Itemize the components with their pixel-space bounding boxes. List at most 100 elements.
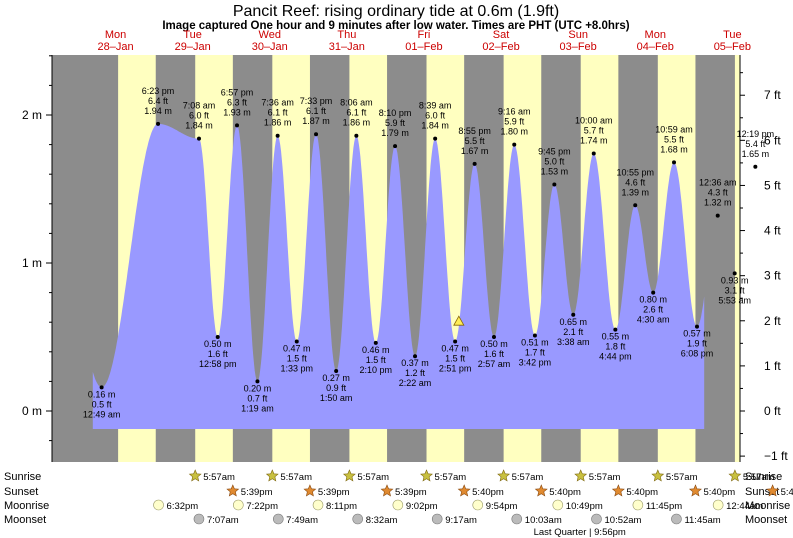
day-date-label: 30–Jan <box>252 41 288 53</box>
moonset-time: 7:07am <box>207 515 239 526</box>
tide-extreme-dot <box>532 333 537 338</box>
low-tide-label: 1:50 am <box>320 393 353 403</box>
right-tick-label: 1 ft <box>764 359 781 373</box>
moonrise-time: 9:02pm <box>406 501 438 512</box>
moonrise-icon <box>472 499 484 511</box>
low-tide-label: 5:53 am <box>718 295 751 305</box>
tide-extreme-dot <box>453 339 458 344</box>
sunrise-time: 5:57am <box>589 472 621 483</box>
high-tide-label: 1.68 m <box>660 144 688 154</box>
moonrise-time: 9:54pm <box>486 501 518 512</box>
low-tide-label: 0.47 m <box>441 343 469 353</box>
high-tide-label: 6.1 ft <box>346 108 367 118</box>
day-name-label: Mon <box>105 29 126 41</box>
low-tide-label: 2:51 pm <box>439 363 472 373</box>
tide-extreme-dot <box>314 132 319 137</box>
day-name-label: Mon <box>645 29 666 41</box>
low-tide-label: 0.47 m <box>283 343 311 353</box>
low-tide-label: 1:33 pm <box>280 363 313 373</box>
day-date-label: 04–Feb <box>637 41 674 53</box>
low-tide-label: 2:22 am <box>399 378 432 388</box>
day-date-label: 03–Feb <box>559 41 596 53</box>
moonrise-icon <box>312 499 324 511</box>
tide-extreme-dot <box>255 379 260 384</box>
sunrise-icon <box>342 469 356 482</box>
right-tick-label: 4 ft <box>764 224 781 238</box>
high-tide-label: 1.32 m <box>704 198 732 208</box>
sunrise-time: 5:57am <box>280 472 312 483</box>
moon-phase-label: Last Quarter | 9:56pm <box>534 527 626 538</box>
high-tide-label: 7:36 am <box>261 98 294 108</box>
low-tide-label: 0.65 m <box>559 317 587 327</box>
right-tick-label: 3 ft <box>764 269 781 283</box>
sunrise-icon <box>188 469 202 482</box>
tide-extreme-dot <box>196 136 201 141</box>
sunset-icon <box>380 484 394 497</box>
tide-extreme-dot <box>512 142 517 147</box>
high-tide-label: 6.0 ft <box>425 111 446 121</box>
high-tide-label: 1.87 m <box>302 116 330 126</box>
moonrise-icon <box>153 499 164 511</box>
tide-extreme-dot <box>694 324 699 329</box>
day-name-label: Sat <box>493 29 510 41</box>
tide-extreme-dot <box>433 136 438 141</box>
tide-extreme-dot <box>672 160 677 165</box>
high-tide-label: 5.9 ft <box>385 118 406 128</box>
moonset-time: 10:52am <box>605 515 642 526</box>
low-tide-label: 0.50 m <box>204 339 232 349</box>
low-tide-label: 0.93 m <box>721 275 749 285</box>
moonset-time: 8:32am <box>366 515 398 526</box>
high-tide-label: 8:55 pm <box>458 126 491 136</box>
moonset-time: 9:17am <box>445 515 477 526</box>
tide-extreme-dot <box>235 123 240 128</box>
high-tide-label: 6:57 pm <box>221 87 254 97</box>
daylight-band <box>734 55 740 462</box>
left-tick-label: 2 m <box>22 108 42 122</box>
sunset-time: 5:39pm <box>395 487 427 498</box>
low-tide-label: 1.5 ft <box>287 353 308 363</box>
high-tide-label: 10:00 am <box>575 115 613 125</box>
moonrise-time: 7:22pm <box>246 501 278 512</box>
chart-subtitle: Image captured One hour and 9 minutes af… <box>162 20 629 32</box>
high-tide-label: 1.74 m <box>580 135 608 145</box>
high-tide-label: 6.0 ft <box>189 111 210 121</box>
chart-title: Pancit Reef: rising ordinary tide at 0.6… <box>233 3 559 20</box>
moonset-time: 11:45am <box>684 515 720 526</box>
low-tide-label: 1.9 ft <box>687 339 708 349</box>
low-tide-label: 0.37 m <box>401 358 429 368</box>
high-tide-label: 1.86 m <box>343 118 371 128</box>
day-name-label: Sun <box>568 29 588 41</box>
high-tide-label: 1.84 m <box>185 121 213 131</box>
low-tide-label: 3:38 am <box>557 337 590 347</box>
high-tide-label: 7:33 pm <box>300 96 333 106</box>
sunset-icon <box>457 484 471 497</box>
high-tide-label: 5.5 ft <box>465 136 486 146</box>
low-tide-label: 0.55 m <box>602 332 630 342</box>
low-tide-label: 2:57 am <box>478 359 511 369</box>
sunrise-icon <box>728 469 742 482</box>
high-tide-label: 1.84 m <box>421 121 449 131</box>
left-tick-label: 1 m <box>22 256 42 270</box>
current-tide-marker <box>453 315 465 326</box>
sunrise-icon <box>574 469 588 482</box>
high-tide-label: 9:45 pm <box>538 147 571 157</box>
left-tick-label: 0 m <box>22 404 42 418</box>
high-tide-label: 8:06 am <box>340 98 373 108</box>
moonrise-time: 10:49pm <box>566 501 603 512</box>
sunrise-icon <box>420 469 433 482</box>
high-tide-label: 6.3 ft <box>227 97 248 107</box>
high-tide-label: 1.94 m <box>144 106 172 116</box>
tide-extreme-dot <box>156 121 161 126</box>
high-tide-label: 5.7 ft <box>584 125 605 135</box>
sunrise-row-label-right: Sunrise <box>745 471 782 483</box>
current-tide-triangle <box>453 315 465 326</box>
moonset-icon <box>431 513 443 525</box>
high-tide-label: 1.67 m <box>461 146 489 156</box>
low-tide-label: 0.51 m <box>521 338 549 348</box>
sunset-icon <box>688 484 702 497</box>
sunset-icon <box>766 484 780 497</box>
high-tide-label: 7:08 am <box>183 101 216 111</box>
high-tide-label: 5.5 ft <box>664 134 685 144</box>
